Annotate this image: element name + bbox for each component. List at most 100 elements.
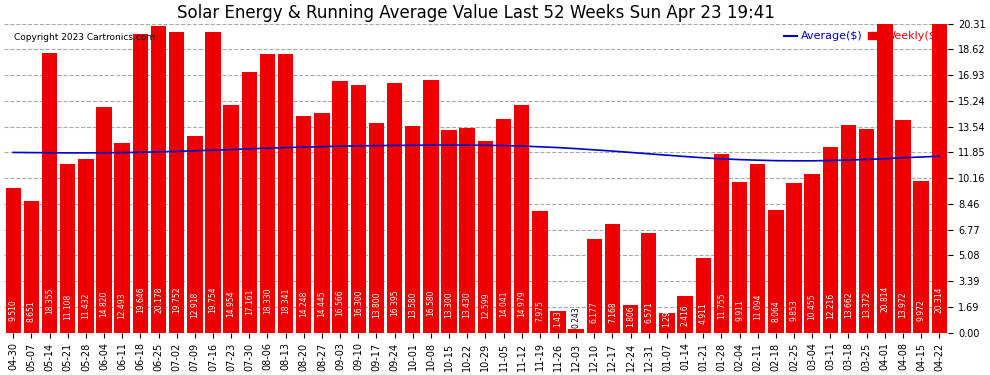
Text: 8.651: 8.651 — [27, 300, 36, 322]
Bar — [423, 81, 439, 333]
Bar — [42, 54, 57, 333]
Bar — [496, 119, 511, 333]
Text: 7.975: 7.975 — [536, 300, 544, 322]
Text: 11.432: 11.432 — [81, 293, 90, 320]
Bar — [259, 54, 275, 333]
Text: 19.754: 19.754 — [209, 286, 218, 313]
Bar — [278, 54, 293, 333]
Text: 12.493: 12.493 — [118, 292, 127, 319]
Bar — [859, 129, 874, 333]
Text: 14.979: 14.979 — [517, 290, 526, 317]
Text: 16.580: 16.580 — [427, 289, 436, 315]
Bar — [6, 188, 21, 333]
Text: 12.599: 12.599 — [481, 292, 490, 319]
Bar — [187, 136, 203, 333]
Bar — [568, 329, 584, 333]
Text: 13.800: 13.800 — [372, 291, 381, 318]
Bar — [150, 26, 166, 333]
Text: 10.455: 10.455 — [808, 294, 817, 320]
Text: 9.972: 9.972 — [917, 299, 926, 321]
Bar — [205, 32, 221, 333]
Bar — [623, 305, 639, 333]
Text: 8.064: 8.064 — [771, 300, 780, 322]
Bar — [642, 233, 656, 333]
Bar — [895, 120, 911, 333]
Bar — [677, 296, 693, 333]
Bar — [333, 81, 347, 333]
Bar — [314, 113, 330, 333]
Text: 18.330: 18.330 — [263, 288, 272, 314]
Bar — [841, 125, 856, 333]
Bar — [368, 123, 384, 333]
Bar — [805, 174, 820, 333]
Text: 14.248: 14.248 — [299, 291, 308, 317]
Text: 2.416: 2.416 — [680, 305, 690, 326]
Text: 14.041: 14.041 — [499, 291, 508, 318]
Text: 4.911: 4.911 — [699, 303, 708, 324]
Bar — [115, 142, 130, 333]
Bar — [442, 130, 456, 333]
Bar — [659, 313, 674, 333]
Text: 6.571: 6.571 — [644, 302, 653, 323]
Bar — [96, 107, 112, 333]
Text: 14.954: 14.954 — [227, 290, 236, 317]
Text: 19.752: 19.752 — [172, 286, 181, 313]
Bar — [714, 154, 729, 333]
Bar — [514, 105, 530, 333]
Bar — [60, 164, 75, 333]
Text: 6.177: 6.177 — [590, 302, 599, 324]
Bar — [242, 72, 257, 333]
Bar — [387, 83, 402, 333]
Bar — [586, 239, 602, 333]
Bar — [24, 201, 40, 333]
Bar — [405, 126, 421, 333]
Text: 16.300: 16.300 — [353, 289, 362, 316]
Text: 12.918: 12.918 — [190, 292, 199, 318]
Bar — [768, 210, 783, 333]
Bar — [532, 211, 547, 333]
Text: 18.341: 18.341 — [281, 288, 290, 314]
Text: 20.814: 20.814 — [880, 286, 889, 312]
Bar — [169, 32, 184, 333]
Text: 16.395: 16.395 — [390, 289, 399, 316]
Bar — [459, 128, 475, 333]
Text: 11.108: 11.108 — [63, 294, 72, 320]
Bar — [732, 182, 747, 333]
Text: 13.372: 13.372 — [862, 291, 871, 318]
Text: 0.243: 0.243 — [571, 306, 580, 327]
Text: 9.911: 9.911 — [735, 299, 744, 321]
Bar — [823, 147, 839, 333]
Text: 13.972: 13.972 — [899, 291, 908, 318]
Text: 19.646: 19.646 — [136, 286, 145, 313]
Text: 14.820: 14.820 — [100, 291, 109, 317]
Text: 13.580: 13.580 — [408, 291, 417, 318]
Text: 13.300: 13.300 — [445, 291, 453, 318]
Text: 11.755: 11.755 — [717, 293, 726, 319]
Text: 1.293: 1.293 — [662, 306, 671, 327]
Bar — [877, 16, 893, 333]
Text: 1.806: 1.806 — [626, 305, 636, 327]
Text: 20.314: 20.314 — [935, 286, 943, 313]
Bar — [133, 34, 148, 333]
Bar — [696, 258, 711, 333]
Legend: Average($), Weekly($): Average($), Weekly($) — [781, 29, 942, 44]
Bar — [786, 183, 802, 333]
Bar — [224, 105, 239, 333]
Text: 17.161: 17.161 — [245, 289, 253, 315]
Text: 20.178: 20.178 — [154, 286, 163, 313]
Bar — [296, 116, 312, 333]
Bar — [914, 181, 929, 333]
Text: 11.094: 11.094 — [753, 293, 762, 320]
Bar — [477, 141, 493, 333]
Bar — [932, 24, 947, 333]
Title: Solar Energy & Running Average Value Last 52 Weeks Sun Apr 23 19:41: Solar Energy & Running Average Value Las… — [177, 4, 775, 22]
Text: 14.445: 14.445 — [318, 291, 327, 317]
Text: 1.431: 1.431 — [553, 306, 562, 327]
Text: 16.566: 16.566 — [336, 289, 345, 316]
Text: 9.853: 9.853 — [789, 299, 799, 321]
Text: Copyright 2023 Cartronics.com: Copyright 2023 Cartronics.com — [14, 33, 154, 42]
Bar — [350, 85, 366, 333]
Bar — [605, 224, 620, 333]
Text: 13.430: 13.430 — [462, 291, 471, 318]
Bar — [750, 164, 765, 333]
